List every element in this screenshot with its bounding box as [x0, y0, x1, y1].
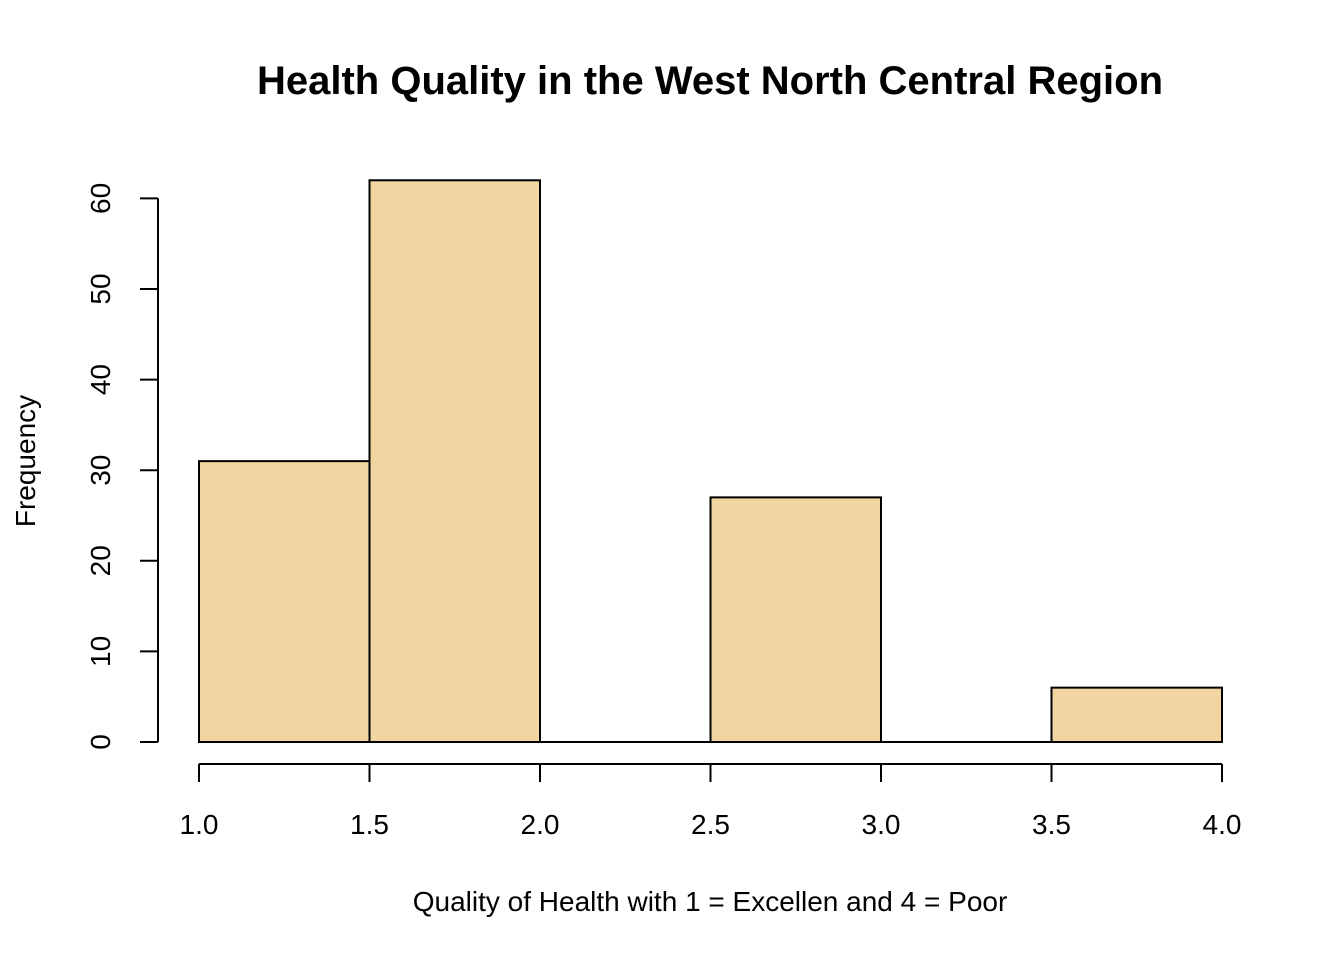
x-tick-label: 3.0 [862, 809, 901, 840]
y-tick-label: 30 [85, 455, 116, 486]
x-axis-label: Quality of Health with 1 = Excellen and … [413, 886, 1008, 917]
histogram-bar [368, 179, 541, 743]
y-axis-label: Frequency [10, 395, 41, 527]
histogram-bar [1050, 686, 1223, 744]
y-tick-label: 10 [85, 636, 116, 667]
y-tick-label: 20 [85, 545, 116, 576]
chart-title: Health Quality in the West North Central… [257, 59, 1163, 103]
y-tick-label: 0 [85, 734, 116, 750]
y-tick-label: 50 [85, 273, 116, 304]
histogram-bar [198, 460, 371, 743]
x-tick-label: 4.0 [1203, 809, 1242, 840]
x-axis: 1.0 1.5 2.0 2.5 3.0 3.5 4.0 [180, 763, 1242, 840]
y-tick-label: 60 [85, 183, 116, 214]
x-tick-label: 2.0 [521, 809, 560, 840]
x-tick-label: 3.5 [1032, 809, 1071, 840]
x-tick-label: 2.5 [691, 809, 730, 840]
y-axis: 0 10 20 30 40 50 60 [85, 183, 159, 750]
histogram-bar [709, 496, 882, 743]
x-tick-label: 1.0 [180, 809, 219, 840]
x-tick-label: 1.5 [350, 809, 389, 840]
bars-group [198, 179, 1223, 744]
y-tick-label: 40 [85, 364, 116, 395]
